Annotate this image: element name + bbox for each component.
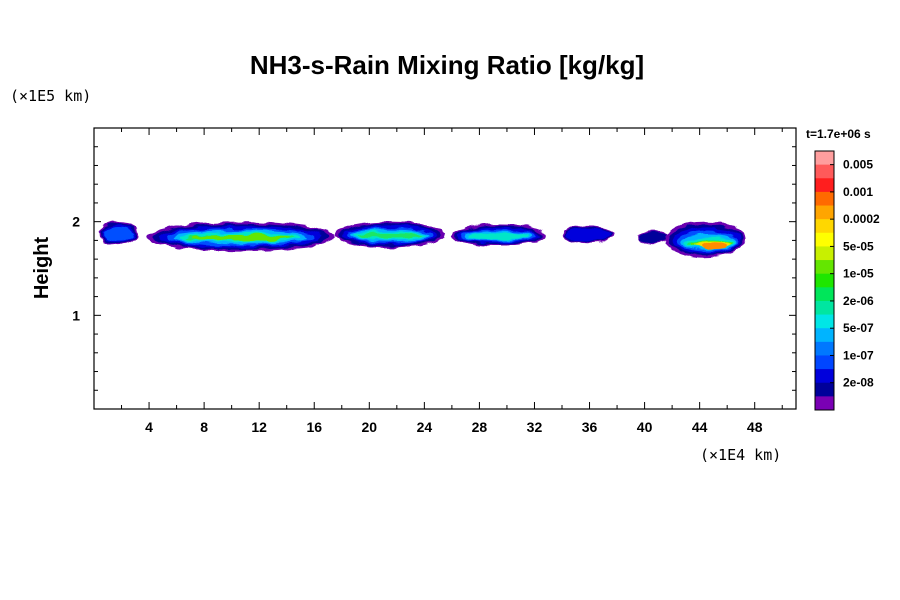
colorbar-label: 0.005 xyxy=(843,158,873,172)
colorbar-swatch xyxy=(815,205,834,220)
colorbar-swatch xyxy=(815,260,834,275)
colorbar-label: 0.0002 xyxy=(843,212,880,226)
colorbar-swatch xyxy=(815,219,834,234)
colorbar-label: 2e-08 xyxy=(843,376,874,390)
contour-band xyxy=(103,227,135,241)
colorbar-swatch xyxy=(815,232,834,247)
colorbar-swatch xyxy=(815,355,834,370)
colorbar-swatch xyxy=(815,369,834,384)
colorbar-swatch xyxy=(815,287,834,302)
time-label: t=1.7e+06 s xyxy=(806,127,871,141)
x-tick-label: 8 xyxy=(200,419,208,435)
contour-band xyxy=(565,228,611,242)
colorbar-label: 2e-06 xyxy=(843,294,874,308)
colorbar-frame xyxy=(814,150,835,411)
colorbar-swatch xyxy=(815,191,834,207)
contour-band xyxy=(638,231,669,244)
contour-band xyxy=(192,235,289,241)
colorbar-label: 0.001 xyxy=(843,185,873,199)
chart-title: NH3-s-Rain Mixing Ratio [kg/kg] xyxy=(250,50,644,80)
y-tick-label: 2 xyxy=(72,214,80,230)
plot-frame xyxy=(93,127,797,410)
colorbar-label: 5e-05 xyxy=(843,239,874,253)
y-tick-label: 1 xyxy=(72,307,80,323)
colorbar-swatch xyxy=(815,300,834,316)
colorbar-swatch xyxy=(815,246,834,261)
colorbar-swatch xyxy=(815,164,834,179)
x-tick-label: 32 xyxy=(527,419,543,435)
x-tick-label: 16 xyxy=(306,419,322,435)
colorbar-swatch xyxy=(815,341,834,356)
x-tick-label: 48 xyxy=(747,419,763,435)
contour-band xyxy=(702,242,727,249)
colorbar: 0.005 0.001 0.0002 5e-05 1e-05 2e-06 5e-07 1e-0… xyxy=(814,150,880,411)
colorbar-swatch xyxy=(815,178,834,193)
x-tick-label: 36 xyxy=(582,419,598,435)
colorbar-swatch xyxy=(815,151,834,166)
x-tick-label: 24 xyxy=(417,419,433,435)
x-axis-unit: (×1E4 km) xyxy=(700,446,781,464)
colorbar-swatch xyxy=(815,273,834,288)
rain-field xyxy=(99,221,746,258)
colorbar-swatch xyxy=(815,314,834,329)
colorbar-label: 1e-05 xyxy=(843,267,874,281)
colorbar-swatch xyxy=(815,396,834,411)
contour-band xyxy=(358,233,422,239)
x-tick-label: 20 xyxy=(362,419,378,435)
colorbar-swatch xyxy=(815,382,834,397)
x-tick-label: 28 xyxy=(472,419,488,435)
x-tick-label: 40 xyxy=(637,419,653,435)
y-axis-label: Height xyxy=(31,237,53,300)
colorbar-label: 5e-07 xyxy=(843,321,874,335)
x-tick-label: 44 xyxy=(692,419,708,435)
y-axis-unit: (×1E5 km) xyxy=(10,87,91,105)
x-tick-label: 12 xyxy=(251,419,267,435)
colorbar-label: 1e-07 xyxy=(843,348,874,362)
colorbar-swatch xyxy=(815,328,834,343)
x-tick-label: 4 xyxy=(145,419,153,435)
contour-band xyxy=(468,232,530,240)
